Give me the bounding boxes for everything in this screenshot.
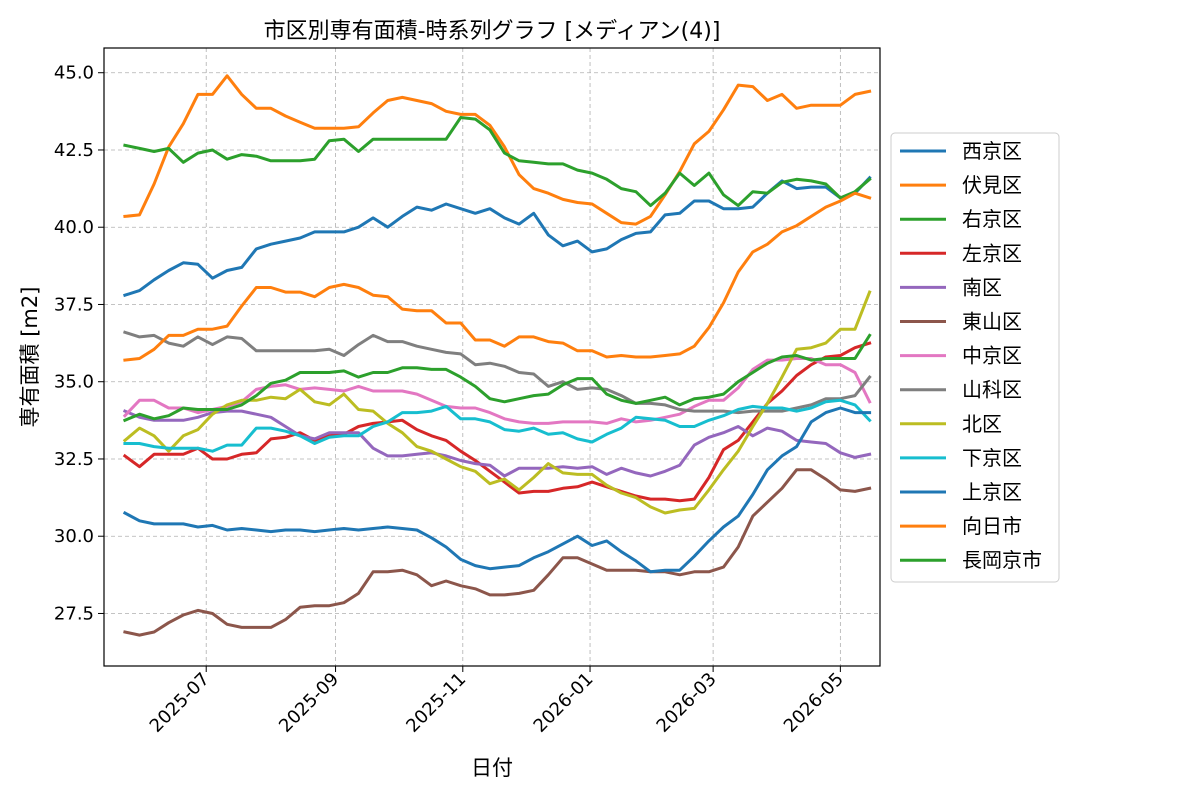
y-tick-label: 45.0: [54, 63, 94, 84]
legend-label: 右京区: [962, 207, 1022, 231]
series-line-4: [122, 409, 872, 478]
plot-frame: [103, 47, 881, 667]
legend-label: 東山区: [962, 310, 1022, 334]
legend-label: 南区: [962, 275, 1002, 299]
legend-box: [890, 132, 1060, 583]
x-axis-label: 日付: [471, 756, 513, 780]
series-line-12: [122, 333, 872, 423]
legend-label: 向日市: [962, 514, 1022, 538]
legend-label: 下京区: [962, 446, 1022, 470]
chart-title: 市区別専有面積-時系列グラフ [メディアン(4)]: [264, 19, 721, 44]
y-tick-label: 37.5: [54, 294, 94, 315]
legend-label: 上京区: [962, 480, 1022, 504]
series-line-0: [123, 175, 872, 298]
y-axis-label: 専有面積 [m2]: [18, 287, 42, 428]
legend-label: 長岡京市: [962, 548, 1042, 572]
series-line-11: [123, 191, 872, 362]
series-line-5: [123, 468, 872, 637]
legend-label: 左京区: [962, 241, 1022, 265]
y-axis: 27.5 30.0 32.5 35.0 37.5 40.0 42.5 45.0: [54, 63, 104, 624]
series-line-7: [123, 330, 872, 415]
legend-label: 西京区: [962, 139, 1022, 163]
series-line-9: [123, 398, 872, 453]
y-tick-label: 42.5: [54, 140, 94, 161]
series-line-1: [123, 74, 872, 226]
legend-label: 山科区: [962, 378, 1022, 402]
legend-label: 伏見区: [962, 173, 1022, 197]
y-tick-label: 32.5: [54, 449, 94, 470]
series-line-2: [123, 116, 872, 208]
legend-label: 中京区: [962, 344, 1022, 368]
y-tick-label: 35.0: [54, 372, 94, 393]
y-tick-label: 40.0: [54, 217, 94, 238]
series-lines: [122, 74, 872, 637]
y-tick-label: 27.5: [54, 603, 94, 624]
y-tick-label: 30.0: [54, 526, 94, 547]
legend-label: 北区: [962, 412, 1002, 436]
series-line-10: [122, 406, 872, 574]
